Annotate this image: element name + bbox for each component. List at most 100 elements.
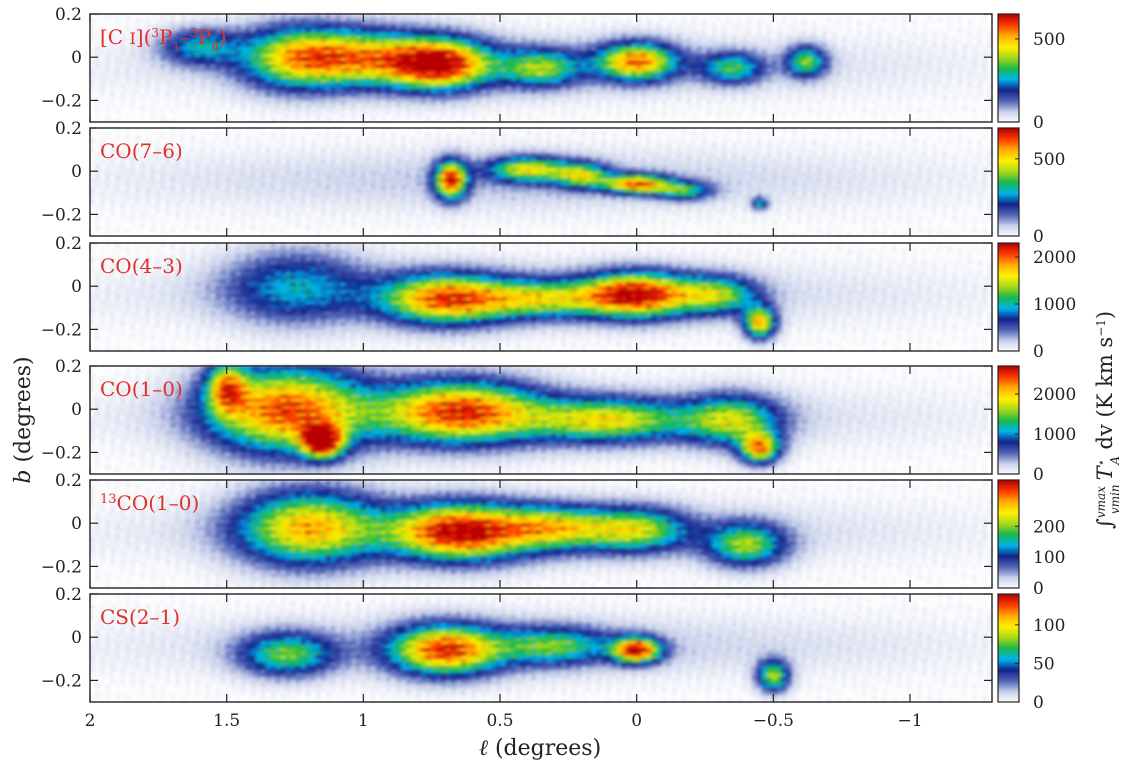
panel-frame (89, 593, 993, 703)
panel-label: [C I](3P1–3P0) (100, 25, 227, 54)
colorbar-step (998, 114, 1019, 118)
colorbar-step (998, 23, 1019, 26)
colorbar-step (998, 557, 1019, 560)
colorbar-step (998, 32, 1019, 35)
colorbar-step (998, 62, 1019, 65)
colorbar-step (998, 102, 1019, 105)
colorbar-step (998, 286, 1019, 289)
colorbar-step (998, 402, 1019, 405)
y-tick-label: 0 (71, 628, 82, 648)
colorbar-step (998, 366, 1019, 369)
colorbar-step (998, 64, 1019, 67)
colorbar-step (998, 116, 1019, 119)
colorbar-step (998, 463, 1019, 466)
colorbar-step (998, 15, 1019, 19)
colorbar-step (998, 100, 1019, 103)
colorbar-step (998, 432, 1019, 435)
colorbar-step (998, 187, 1019, 190)
colorbar-step (998, 621, 1019, 624)
colorbar: 0 100 200 (997, 479, 1065, 599)
colorbar-step (998, 164, 1019, 167)
colorbar-step (998, 505, 1019, 508)
colorbar-step (998, 615, 1019, 618)
colorbar-frame (997, 365, 1020, 475)
colorbar-step (998, 606, 1019, 609)
x-tick-label: 0 (631, 711, 642, 731)
colorbar-step (998, 209, 1019, 212)
colorbar-step (998, 571, 1019, 575)
colorbar-step (998, 673, 1019, 676)
panel-frame (89, 242, 993, 352)
colorbar-step (998, 630, 1019, 633)
colorbar-step (998, 151, 1019, 154)
colorbar-step (998, 142, 1019, 145)
colorbar-step (998, 340, 1019, 343)
panel-6: −0.2 0 0.2 CS(2–1) 0 50 100 (41, 585, 1066, 713)
colorbar-step (998, 499, 1019, 503)
colorbar-step (998, 582, 1019, 585)
colorbar-step (998, 44, 1019, 47)
colorbar-step (998, 144, 1019, 147)
colorbar-step (998, 438, 1019, 441)
colorbar-step (998, 270, 1019, 273)
x-tick-label: 0.5 (486, 711, 513, 731)
heatmap-image (90, 14, 992, 122)
panel-3: −0.2 0 0.2 CO(4–3) 0 1000 2000 (41, 234, 1077, 362)
colorbar-step (998, 530, 1019, 533)
colorbar-step (998, 655, 1019, 658)
colorbar-step (998, 137, 1019, 140)
colorbar-step (998, 501, 1019, 504)
colorbar-step (998, 684, 1019, 687)
colorbar-step (998, 331, 1019, 334)
colorbar-step (998, 182, 1019, 185)
colorbar-step (998, 48, 1019, 51)
colorbar-step (998, 666, 1019, 669)
colorbar-step (998, 93, 1019, 96)
colorbar-step (998, 297, 1019, 300)
colorbar-step (998, 89, 1019, 92)
colorbar-step (998, 411, 1019, 414)
colorbar-tick-label: 0 (1033, 579, 1044, 599)
colorbar-step (998, 579, 1019, 582)
colorbar-step (998, 57, 1019, 60)
colorbar-step (998, 322, 1019, 325)
colorbar-step (998, 42, 1019, 46)
colorbar-step (998, 214, 1019, 217)
colorbar-step (998, 539, 1019, 542)
colorbar-step (998, 174, 1019, 178)
colorbar-step (998, 289, 1019, 293)
colorbar-step (998, 452, 1019, 455)
colorbar-step (998, 429, 1019, 432)
colorbar-tick-label: 500 (1033, 150, 1065, 170)
colorbar-step (998, 171, 1019, 174)
colorbar-step (998, 640, 1019, 644)
colorbar-step (998, 68, 1019, 71)
colorbar-step (998, 466, 1019, 470)
colorbar-step (998, 662, 1019, 665)
colorbar-step (998, 298, 1019, 302)
colorbar-step (998, 325, 1019, 329)
colorbar-step (998, 454, 1019, 457)
colorbar-step (998, 694, 1019, 698)
colorbar: 0 500 (997, 127, 1065, 247)
colorbar-step (998, 612, 1019, 615)
y-tick-label: 0 (71, 162, 82, 182)
colorbar-step (998, 191, 1019, 194)
colorbar-tick-label: 2000 (1033, 248, 1076, 268)
colorbar-frame (997, 242, 1020, 352)
colorbar-step (998, 619, 1019, 622)
colorbar-step (998, 133, 1019, 136)
colorbar-step (998, 129, 1019, 133)
colorbar-step (998, 35, 1019, 38)
colorbar-step (998, 244, 1019, 248)
colorbar-step (998, 633, 1019, 636)
colorbar-step (998, 631, 1019, 635)
colorbar-step (998, 26, 1019, 29)
colorbar-frame (997, 13, 1020, 123)
colorbar-step (998, 192, 1019, 196)
colorbar-step (998, 468, 1019, 471)
colorbar-step (998, 382, 1019, 385)
heatmap-image (90, 594, 992, 702)
colorbar-step (998, 225, 1019, 228)
colorbar-step (998, 75, 1019, 78)
